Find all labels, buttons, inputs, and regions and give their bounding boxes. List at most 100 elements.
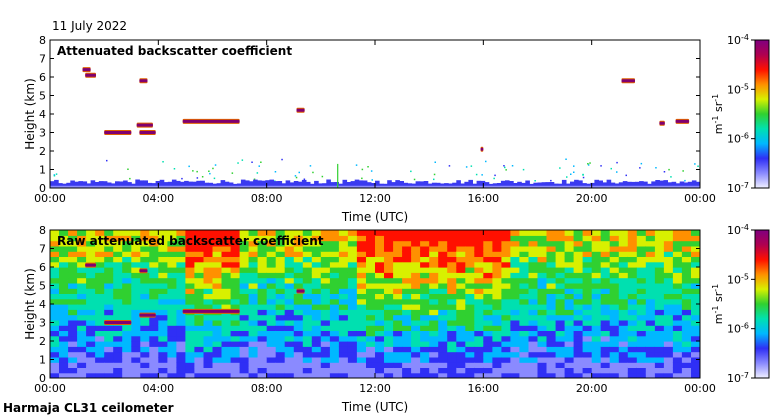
heatmap-cell — [347, 251, 358, 257]
surface-layer-mark — [54, 179, 59, 188]
cloud-layer-mark — [139, 131, 156, 134]
heatmap-cell — [691, 288, 700, 294]
heatmap-cell — [438, 362, 448, 368]
heatmap-cell — [501, 277, 511, 284]
heatmap-cell — [176, 293, 186, 300]
heatmap-cell — [519, 256, 529, 263]
heatmap-cell — [681, 346, 692, 353]
cloud-layer-mark — [182, 309, 240, 313]
heatmap-cell — [429, 330, 439, 337]
heatmap-cell — [366, 341, 376, 347]
heatmap-cell — [158, 267, 168, 273]
heatmap-cell — [555, 325, 566, 331]
heatmap-cell — [519, 298, 529, 305]
heatmap-cell — [600, 335, 611, 342]
heatmap-cell — [275, 256, 286, 263]
heatmap-cell — [528, 325, 539, 331]
heatmap-cell — [573, 293, 584, 300]
heatmap-cell — [501, 325, 511, 331]
heatmap-cell — [537, 335, 548, 342]
heatmap-cell — [338, 362, 349, 368]
heatmap-cell — [429, 256, 439, 263]
heatmap-cell — [176, 272, 186, 279]
heatmap-cell — [645, 362, 656, 368]
heatmap-cell — [122, 251, 132, 257]
heatmap-cell — [528, 304, 539, 310]
heatmap-cell — [158, 330, 168, 337]
heatmap-cell — [402, 245, 412, 252]
heatmap-cell — [248, 325, 259, 331]
heatmap-cell — [194, 240, 204, 247]
heatmap-cell — [302, 351, 313, 358]
heatmap-cell — [293, 293, 304, 300]
heatmap-cell — [68, 351, 78, 358]
heatmap-cell — [447, 256, 457, 263]
heatmap-cell — [230, 245, 241, 252]
heatmap-cell — [573, 267, 584, 273]
heatmap-cell — [654, 235, 665, 242]
heatmap-cell — [555, 319, 566, 326]
heatmap-cell — [600, 362, 611, 368]
heatmap-cell — [185, 304, 195, 310]
heatmap-cell — [248, 235, 259, 242]
heatmap-cell — [194, 367, 204, 374]
heatmap-cell — [393, 346, 403, 353]
surface-layer-mark — [375, 180, 380, 188]
heatmap-cell — [257, 293, 268, 300]
heatmap-cell — [627, 335, 638, 342]
heatmap-cell — [537, 293, 548, 300]
noise-speck — [281, 158, 283, 161]
heatmap-cell — [230, 251, 241, 257]
heatmap-cell — [672, 251, 683, 257]
heatmap-cell — [338, 277, 349, 284]
heatmap-cell — [546, 298, 557, 305]
surface-layer-mark — [58, 183, 63, 188]
heatmap-cell — [636, 240, 647, 247]
heatmap-cell — [546, 309, 557, 316]
heatmap-cell — [438, 288, 448, 294]
heatmap-cell — [564, 325, 575, 331]
heatmap-cell — [284, 235, 295, 242]
heatmap-cell — [465, 356, 475, 363]
heatmap-cell — [266, 346, 277, 353]
noise-speck — [321, 175, 324, 178]
heatmap-cell — [465, 235, 475, 242]
heatmap-cell — [302, 314, 313, 321]
heatmap-cell — [672, 346, 683, 353]
heatmap-cell — [402, 293, 412, 300]
heatmap-cell — [194, 261, 204, 268]
heatmap-cell — [681, 277, 692, 284]
noise-speck — [505, 169, 507, 171]
heatmap-cell — [50, 372, 60, 378]
surface-layer-mark — [90, 180, 96, 188]
heatmap-cell — [663, 240, 674, 247]
heatmap-cell — [582, 372, 593, 378]
heatmap-cell — [302, 267, 313, 273]
heatmap-cell — [185, 230, 195, 236]
heatmap-cell — [338, 309, 349, 316]
heatmap-cell — [528, 319, 539, 326]
heatmap-cell — [248, 256, 259, 263]
heatmap-cell — [447, 325, 457, 331]
heatmap-cell — [122, 293, 132, 300]
heatmap-cell — [555, 356, 566, 363]
heatmap-cell — [185, 319, 195, 326]
heatmap-cell — [663, 261, 674, 268]
heatmap-cell — [564, 351, 575, 358]
heatmap-cell — [212, 261, 223, 268]
heatmap-cell — [447, 341, 457, 347]
heatmap-cell — [384, 235, 394, 242]
noise-speck — [670, 176, 672, 178]
heatmap-cell — [320, 293, 331, 300]
heatmap-cell — [122, 267, 132, 273]
heatmap-cell — [68, 240, 78, 247]
surface-layer-mark — [204, 182, 209, 188]
heatmap-cell — [681, 330, 692, 337]
heatmap-cell — [474, 240, 484, 247]
heatmap-cell — [519, 330, 529, 337]
heatmap-cell — [528, 256, 539, 263]
heatmap-cell — [564, 362, 575, 368]
noise-speck — [196, 177, 199, 179]
heatmap-cell — [691, 309, 700, 316]
heatmap-cell — [627, 261, 638, 268]
